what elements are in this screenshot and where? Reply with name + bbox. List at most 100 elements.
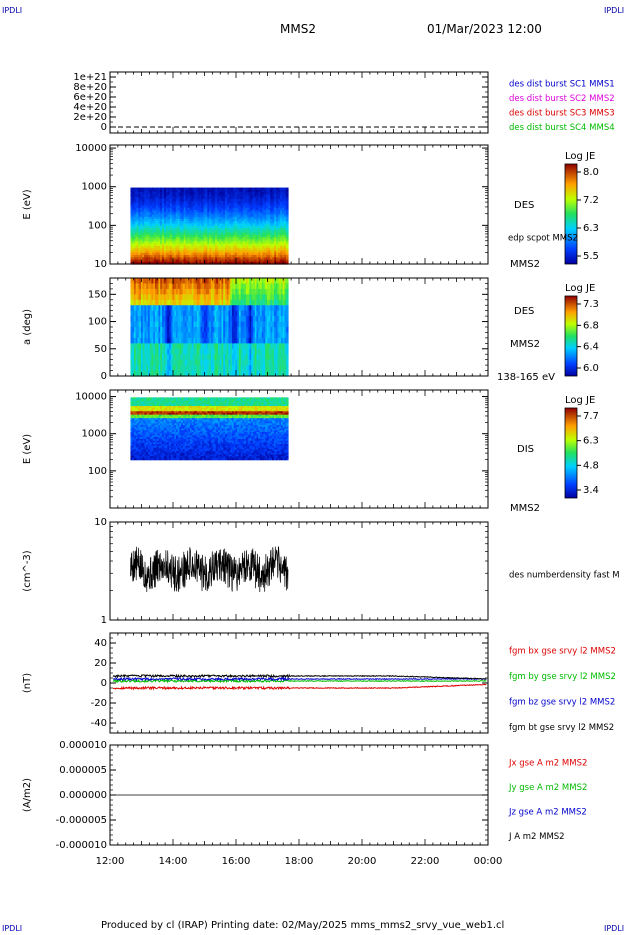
des-energy-cell xyxy=(169,255,173,258)
des-energy-cell xyxy=(274,230,277,234)
des-energy-cell xyxy=(248,259,252,263)
des-pitch-cell xyxy=(235,321,238,328)
des-energy-cell xyxy=(278,210,281,213)
des-energy-cell xyxy=(187,207,191,211)
des-energy-cell xyxy=(142,223,145,227)
des-pitch-cell xyxy=(147,327,151,334)
des-energy-cell xyxy=(246,187,250,191)
des-energy-cell xyxy=(238,189,242,193)
des-energy-cell xyxy=(244,252,248,256)
des-pitch-cell xyxy=(181,327,184,334)
des-energy-cell xyxy=(152,241,155,245)
des-pitch-cell xyxy=(210,327,214,334)
dis-energy-cell xyxy=(151,411,154,414)
des-pitch-cell xyxy=(279,365,282,372)
des-pitch-cell xyxy=(205,332,209,339)
des-energy-cell xyxy=(262,212,265,216)
des-pitch-cell xyxy=(265,370,268,377)
dis-energy-cell xyxy=(153,430,156,433)
des-pitch-cell xyxy=(244,316,247,323)
des-energy-cell xyxy=(140,196,143,200)
des-energy-cell xyxy=(244,214,248,218)
des-energy-cell xyxy=(144,196,147,200)
des-pitch-cell xyxy=(268,299,272,306)
des-energy-cell xyxy=(226,252,230,256)
dis-energy-cell xyxy=(139,425,142,428)
des-energy-cell xyxy=(163,232,167,236)
des-energy-cell xyxy=(234,219,238,222)
des-pitch-cell xyxy=(240,332,244,339)
des-pitch-cell xyxy=(277,370,280,377)
des-energy-cell xyxy=(217,207,220,211)
des-pitch-cell xyxy=(224,359,228,366)
des-pitch-cell xyxy=(137,299,140,306)
des-energy-cell xyxy=(148,243,151,247)
des-energy-cell xyxy=(158,210,161,213)
dis-energy-cell xyxy=(154,457,158,461)
des-energy-cell xyxy=(213,232,216,236)
des-energy-cell xyxy=(284,261,287,265)
des-pitch-cell xyxy=(254,337,258,344)
des-energy-cell xyxy=(248,192,252,195)
des-pitch-cell xyxy=(275,316,279,323)
des-energy-cell xyxy=(173,219,177,222)
des-pitch-cell xyxy=(175,305,179,312)
des-pitch-cell xyxy=(181,278,184,285)
des-energy-cell xyxy=(252,187,256,191)
des-energy-cell xyxy=(244,194,248,198)
des-energy-cell xyxy=(221,252,224,256)
des-pitch-cell xyxy=(177,337,181,344)
des-energy-cell xyxy=(223,225,226,229)
des-pitch-cell xyxy=(147,310,151,317)
des-pitch-cell xyxy=(223,332,226,339)
des-pitch-cell xyxy=(172,365,175,372)
des-energy-cell xyxy=(179,234,183,238)
des-energy-cell xyxy=(134,257,137,261)
des-energy-cell xyxy=(236,189,240,193)
des-pitch-cell xyxy=(266,305,270,312)
des-pitch-cell xyxy=(132,294,135,301)
des-pitch-cell xyxy=(186,365,189,372)
des-pitch-cell xyxy=(259,316,263,323)
dis-energy-cell xyxy=(144,409,147,412)
des-energy-cell xyxy=(256,214,260,218)
des-energy-cell xyxy=(236,237,240,240)
des-energy-cell xyxy=(260,230,263,234)
des-energy-cell xyxy=(223,228,226,231)
des-energy-cell xyxy=(142,228,145,231)
des-pitch-cell xyxy=(251,359,254,366)
des-pitch-cell xyxy=(186,283,189,290)
des-energy-cell xyxy=(280,194,283,198)
des-pitch-cell xyxy=(231,348,235,355)
des-pitch-cell xyxy=(177,365,181,372)
des-energy-cell xyxy=(284,241,287,245)
dis-energy-cell xyxy=(142,416,146,419)
des-energy-cell xyxy=(179,201,183,204)
des-energy-cell xyxy=(266,219,269,222)
des-energy-cell xyxy=(250,207,254,211)
des-pitch-cell xyxy=(161,327,165,334)
des-energy-cell xyxy=(203,241,206,245)
dis-energy-cell xyxy=(140,414,144,418)
dis-energy-cell xyxy=(147,454,151,457)
des-pitch-cell xyxy=(163,332,167,339)
des-energy-cell xyxy=(205,214,208,218)
des-energy-cell xyxy=(132,252,136,256)
des-pitch-cell xyxy=(254,332,258,339)
dis-energy-cell xyxy=(158,428,161,431)
des-pitch-cell xyxy=(165,348,168,355)
des-pitch-cell xyxy=(245,359,249,366)
des-pitch-cell xyxy=(275,332,279,339)
des-energy-cell xyxy=(240,223,244,227)
des-energy-cell xyxy=(284,234,287,238)
dis-energy-cell xyxy=(156,440,160,443)
des-energy-cell xyxy=(217,228,220,231)
des-energy-cell xyxy=(264,198,267,202)
des-pitch-cell xyxy=(156,316,160,323)
des-pitch-cell xyxy=(251,370,254,377)
des-energy-cell xyxy=(201,207,204,211)
des-energy-cell xyxy=(199,189,202,193)
dis-energy-cell xyxy=(147,423,151,426)
des-energy-cell xyxy=(230,241,234,245)
des-energy-cell xyxy=(132,259,136,263)
